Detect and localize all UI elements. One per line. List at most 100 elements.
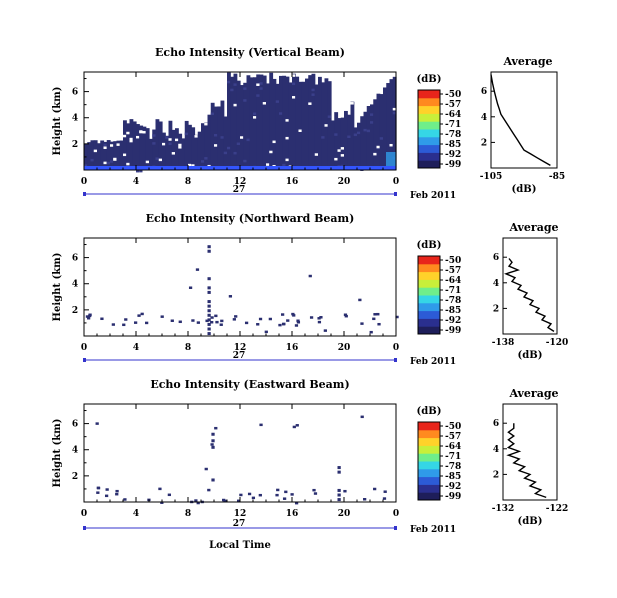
echo-cell xyxy=(170,319,174,322)
colorbar-tick-label: -92 xyxy=(445,150,461,160)
average-x-tick-label: -105 xyxy=(480,172,503,182)
echo-cell xyxy=(373,313,377,316)
echo-cell xyxy=(207,313,211,317)
date-day: 27 xyxy=(233,185,246,195)
echo-cell xyxy=(167,493,171,497)
echo-cell xyxy=(222,498,226,502)
speck xyxy=(152,134,156,137)
colorbar-segment xyxy=(418,287,440,296)
speck xyxy=(204,157,208,160)
noise-column xyxy=(220,100,225,170)
speck xyxy=(327,115,331,118)
speck xyxy=(110,160,114,163)
noise-column xyxy=(327,81,332,170)
echo-cell xyxy=(395,315,399,319)
echo-cell xyxy=(337,493,341,497)
echo-cell xyxy=(237,499,241,503)
echo-cell xyxy=(124,318,128,321)
speck xyxy=(269,150,273,154)
speck xyxy=(236,142,240,146)
noise-column xyxy=(272,78,277,170)
noise-column xyxy=(139,125,144,170)
noise-column xyxy=(266,83,270,170)
x-tick-label: 0 xyxy=(81,343,87,353)
y-axis-label: Height (km) xyxy=(52,253,63,322)
speck xyxy=(204,122,208,126)
colorbar-segment xyxy=(418,263,440,273)
y-axis-label: Height (km) xyxy=(52,87,63,156)
speck xyxy=(292,74,296,77)
speck xyxy=(282,163,286,167)
noise-column xyxy=(116,140,121,170)
echo-cell xyxy=(337,466,341,470)
noise-column xyxy=(233,73,238,170)
noise-column xyxy=(207,114,212,170)
noise-column xyxy=(301,81,306,170)
echo-cell xyxy=(123,498,127,501)
average-y-tick-label: 2 xyxy=(481,138,487,148)
noise-column xyxy=(158,121,163,170)
average-y-tick-label: 6 xyxy=(481,87,487,97)
echo-cell xyxy=(211,439,215,443)
noise-column xyxy=(262,75,267,170)
colorbar-segment xyxy=(418,90,440,99)
speck xyxy=(392,111,396,115)
y-tick-label: 2 xyxy=(72,140,78,150)
speck xyxy=(285,119,289,122)
colorbar-segment xyxy=(418,152,440,161)
x-tick-label: 0 xyxy=(81,509,87,519)
speck xyxy=(363,128,367,132)
noise-column xyxy=(110,141,114,170)
speck xyxy=(370,121,374,124)
date-bar-end xyxy=(394,192,397,196)
speck xyxy=(139,169,143,173)
noise-column xyxy=(275,83,280,170)
echo-cell xyxy=(294,324,299,327)
colorbar-segment xyxy=(418,429,440,439)
echo-cell xyxy=(145,321,149,325)
noise-column xyxy=(217,106,222,170)
colorbar-segment xyxy=(418,279,440,288)
heatmap-cells xyxy=(95,415,387,505)
speck xyxy=(103,146,107,149)
colorbar-tick-label: -64 xyxy=(445,442,461,452)
average-x-tick-label: -132 xyxy=(492,504,515,514)
speck xyxy=(262,102,266,105)
speck xyxy=(243,159,247,163)
speck xyxy=(123,134,127,138)
colorbar-tick-label: -71 xyxy=(445,452,461,462)
date-bar-end xyxy=(394,358,397,362)
echo-cell xyxy=(160,501,164,504)
colorbar-segment xyxy=(418,484,440,493)
noise-column xyxy=(311,73,316,170)
noise-column xyxy=(184,120,189,170)
average-x-label: (dB) xyxy=(518,516,543,527)
noise-column xyxy=(269,72,274,170)
average-title: Average xyxy=(502,55,552,68)
speck xyxy=(155,157,159,160)
noise-column xyxy=(389,79,394,170)
noise-column xyxy=(337,118,342,170)
echo-cell xyxy=(232,318,236,321)
noise-column xyxy=(295,76,300,170)
speck xyxy=(285,136,289,140)
speck xyxy=(152,142,156,145)
echo-cell xyxy=(220,319,224,323)
echo-cell xyxy=(214,426,218,430)
noise-column xyxy=(321,82,326,170)
noise-column xyxy=(243,82,248,170)
colorbar-segment xyxy=(418,445,440,454)
noise-column xyxy=(353,127,358,170)
speck xyxy=(350,102,354,105)
speck xyxy=(113,157,117,161)
echo-cell xyxy=(115,489,119,493)
echo-cell xyxy=(282,497,287,500)
noise-column xyxy=(87,142,92,170)
echo-cell xyxy=(256,323,260,326)
date-bar-start xyxy=(83,192,86,196)
speck xyxy=(126,131,130,135)
echo-cell xyxy=(100,317,104,321)
echo-cell xyxy=(210,316,214,319)
echo-cell xyxy=(207,332,211,336)
speck xyxy=(214,134,218,137)
